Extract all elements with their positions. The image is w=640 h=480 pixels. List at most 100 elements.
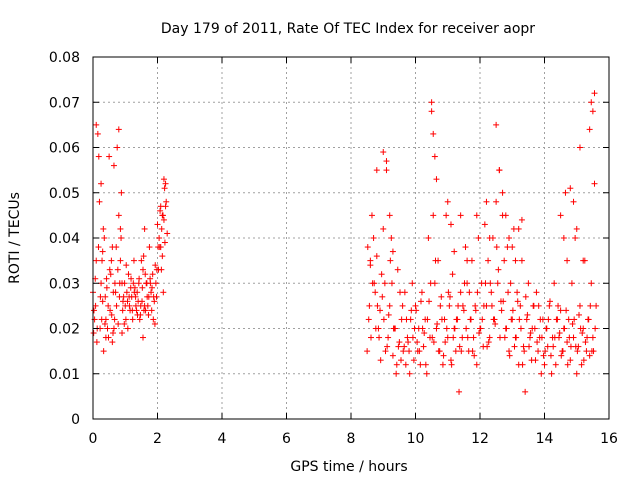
x-tick-label: 6 (282, 431, 291, 447)
data-point (151, 320, 158, 327)
x-tick-label: 0 (89, 431, 98, 447)
data-point (383, 158, 390, 165)
y-tick-label: 0.08 (49, 50, 80, 66)
data-point (400, 348, 407, 355)
data-point (564, 339, 571, 346)
data-point (373, 167, 380, 174)
data-point (132, 293, 139, 300)
data-point (494, 280, 501, 287)
data-point (433, 325, 440, 332)
data-point (129, 316, 136, 323)
data-point (163, 198, 170, 205)
data-point (152, 262, 159, 269)
data-point (588, 348, 595, 355)
data-point (484, 343, 491, 350)
data-point (377, 357, 384, 364)
data-point (544, 343, 551, 350)
data-point (586, 352, 593, 359)
data-point (139, 284, 146, 291)
data-point (439, 361, 446, 368)
data-point (457, 212, 464, 219)
data-point (369, 280, 376, 287)
data-point (570, 198, 577, 205)
data-point (108, 257, 115, 264)
data-point (542, 348, 549, 355)
data-point (553, 316, 560, 323)
data-point (132, 302, 139, 309)
data-point (432, 257, 439, 264)
data-point (451, 248, 458, 255)
data-point (90, 307, 97, 314)
data-point (580, 257, 587, 264)
data-point (401, 343, 408, 350)
data-point (446, 302, 453, 309)
data-point (389, 248, 396, 255)
data-point (515, 225, 522, 232)
data-point (550, 343, 557, 350)
data-point (103, 275, 110, 282)
data-point (522, 388, 529, 395)
data-point (430, 339, 437, 346)
data-point (429, 334, 436, 341)
data-point (414, 348, 421, 355)
y-tick-label: 0.07 (49, 95, 80, 111)
data-point (143, 280, 150, 287)
data-point (555, 302, 562, 309)
data-point (451, 325, 458, 332)
data-point (551, 280, 558, 287)
data-point (110, 325, 117, 332)
grid (93, 57, 609, 419)
data-point (139, 298, 146, 305)
y-tick-label: 0.02 (49, 322, 80, 338)
data-point (430, 130, 437, 137)
data-point (509, 244, 516, 251)
data-point (148, 289, 155, 296)
data-point (125, 271, 132, 278)
data-point (424, 316, 431, 323)
data-point (573, 370, 580, 377)
y-tick-label: 0.03 (49, 276, 80, 292)
data-point (572, 343, 579, 350)
data-point (156, 235, 163, 241)
data-point (526, 334, 533, 341)
data-point (502, 212, 509, 219)
data-point (518, 216, 525, 223)
data-point (469, 348, 476, 355)
data-point (593, 302, 600, 309)
data-point (119, 307, 126, 314)
data-point (107, 271, 114, 278)
data-point (99, 298, 106, 305)
data-point (517, 325, 524, 332)
data-point (100, 225, 107, 232)
data-point (97, 293, 104, 300)
data-point (408, 307, 415, 314)
data-point (435, 348, 442, 355)
data-point (142, 307, 149, 314)
data-point (386, 212, 393, 219)
data-point (483, 198, 490, 205)
data-point (526, 343, 533, 350)
data-point (563, 307, 570, 314)
data-point (588, 280, 595, 287)
data-point (569, 320, 576, 327)
data-point (456, 388, 463, 395)
data-point (572, 235, 579, 241)
x-tick-label: 8 (347, 431, 356, 447)
data-point (409, 334, 416, 341)
data-point (447, 357, 454, 364)
data-point (128, 275, 135, 282)
data-point (417, 361, 424, 368)
data-point (557, 307, 564, 314)
data-point (576, 302, 583, 309)
data-point (448, 361, 455, 368)
data-point (513, 334, 520, 341)
data-point (524, 311, 531, 318)
data-point (146, 244, 153, 251)
data-point (503, 325, 510, 332)
data-point (96, 198, 103, 205)
data-point (151, 298, 158, 305)
data-point (93, 257, 100, 264)
y-axis-title: ROTI / TECUs (7, 192, 23, 284)
data-point (527, 330, 534, 337)
data-point (410, 357, 417, 364)
